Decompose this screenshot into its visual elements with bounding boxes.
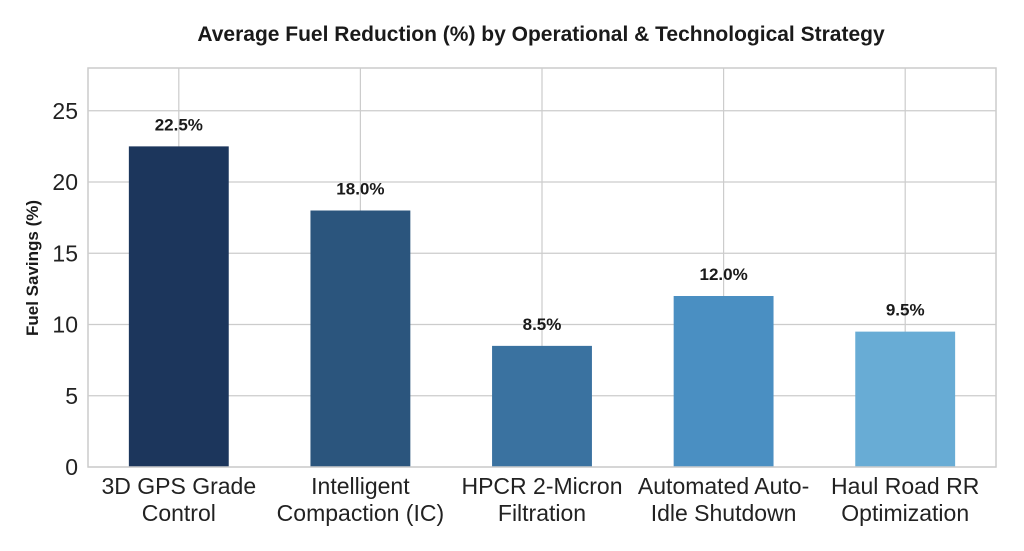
chart-title: Average Fuel Reduction (%) by Operationa… — [197, 23, 885, 46]
bar — [492, 345, 592, 467]
x-tick-label: HPCR 2-Micron Filtration — [461, 473, 622, 526]
x-tick-label-line: Compaction (IC) — [277, 500, 444, 526]
x-tick-label-line: Optimization — [841, 500, 969, 526]
bar — [673, 296, 774, 467]
y-tick-label: 15 — [52, 240, 78, 266]
y-tick-label: 0 — [65, 454, 78, 480]
x-tick-label-line: HPCR 2-Micron — [461, 473, 622, 499]
x-tick-label-line: 3D GPS Grade — [101, 473, 256, 499]
x-tick-label-line: Idle Shutdown — [651, 500, 797, 526]
y-tick-label: 10 — [52, 312, 78, 338]
y-tick-label: 5 — [65, 383, 78, 409]
x-tick-label-line: Automated Auto- — [638, 473, 809, 499]
x-tick-label: Intelligent Compaction (IC) — [277, 473, 444, 526]
grid-lines — [88, 68, 996, 468]
bar — [128, 146, 229, 467]
x-tick-label-line: Filtration — [498, 500, 586, 526]
x-tick-label-line: Intelligent — [311, 473, 410, 499]
y-tick-label: 20 — [52, 169, 78, 195]
x-tick-label: 3D GPS Grade Control — [101, 473, 256, 526]
data-label: 18.0% — [336, 180, 384, 199]
plot-frame — [87, 67, 997, 468]
bars — [128, 146, 956, 467]
bar — [310, 210, 411, 467]
data-label: 8.5% — [523, 315, 562, 334]
x-tick-label: Haul Road RR Optimization — [831, 473, 979, 526]
data-label: 9.5% — [886, 301, 925, 320]
bar — [855, 331, 956, 467]
data-label: 22.5% — [155, 115, 203, 134]
x-tick-label-line: Control — [142, 500, 216, 526]
y-tick-label: 25 — [52, 98, 78, 124]
y-tick-labels: 0 5 10 15 20 25 — [52, 98, 78, 480]
data-label: 12.0% — [699, 265, 747, 284]
x-tick-label: Automated Auto-Idle Shutdown — [638, 473, 809, 526]
y-axis-label: Fuel Savings (%) — [23, 200, 42, 336]
data-labels: 22.5% 18.0% 8.5% 12.0% 9.5% — [155, 115, 925, 334]
x-tick-label-line: Haul Road RR — [831, 473, 979, 499]
x-tick-labels: 3D GPS Grade Control Intelligent Compaction… — [101, 473, 979, 526]
